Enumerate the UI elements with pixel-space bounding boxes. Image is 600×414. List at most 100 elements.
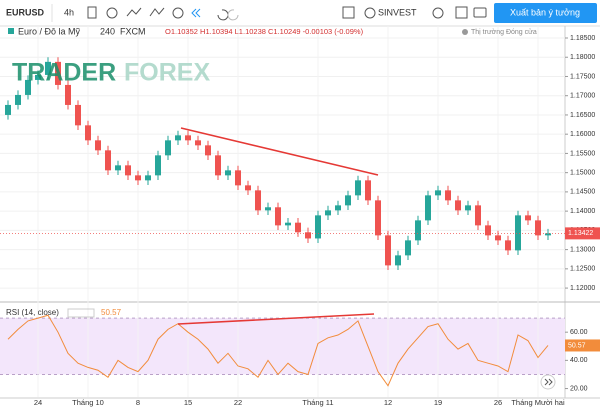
candle-body [125,165,131,176]
candle-body [275,207,281,226]
candle-body [475,205,481,226]
watermark: FOREX [124,59,210,87]
candle-body [485,225,491,236]
candle-body [165,140,171,156]
candle-body [305,232,311,239]
interval[interactable]: 4h [64,7,74,17]
trend-line [177,313,375,325]
candle-body [75,104,81,126]
snapshot-icon[interactable] [473,7,487,18]
candle-body [505,240,511,251]
indicator-icon[interactable] [126,7,142,17]
candle-body [55,61,61,85]
y-tick-label: 1.12000 [570,285,595,292]
symbol[interactable]: EURUSD [6,7,45,17]
candle-body [205,145,211,156]
x-tick-label: Tháng Mười hai [511,398,565,407]
candle-body [215,155,221,176]
candle-body [445,190,451,201]
rsi-tick-label: 40.00 [570,357,588,364]
candle-body [195,140,201,146]
trend-lines [177,127,379,325]
candle-body [415,220,421,241]
legend-interval: 240 [100,26,115,36]
x-tick-label: Tháng 11 [302,398,333,407]
replay-icon[interactable] [191,8,201,18]
layout-icon[interactable] [342,6,355,19]
account-icon[interactable] [364,7,376,19]
x-tick-label: 8 [136,398,140,407]
candle-body [105,150,111,171]
scroll-icon [544,378,553,386]
candle-body [495,235,501,241]
legend-name: Euro / Đô la Mỹ [18,26,81,36]
y-tick-label: 1.14500 [570,189,595,196]
y-tick-label: 1.16000 [570,131,595,138]
candle-body [545,233,551,236]
y-tick-label: 1.15500 [570,150,595,157]
candle-body [245,185,251,191]
settings-icon[interactable] [432,7,444,19]
rsi-tick-label: 60.00 [570,329,588,336]
candle-body [235,170,241,186]
watermark: TRADER [12,59,116,87]
candle-body [5,104,11,115]
candle-body [535,220,541,236]
rsi-tick-label: 20.00 [570,385,588,392]
candle-body [145,175,151,181]
candle-body [455,200,461,211]
rsi-last-label: 50.57 [568,342,586,349]
y-tick-label: 1.16500 [570,112,595,119]
candle-body [375,200,381,236]
candle-body [315,215,321,239]
candle-body [425,195,431,221]
candle-body [395,255,401,266]
y-tick-label: 1.18000 [570,54,595,61]
x-tick-label: 22 [234,398,242,407]
rsi-controls[interactable] [67,308,95,318]
candle-body [345,195,351,206]
chart-type-icon[interactable] [87,6,97,19]
candle-body [175,135,181,141]
candle-body [225,170,231,176]
rsi-last-tag [565,339,600,352]
candle-body [155,155,161,176]
last-price-label: 1.13422 [568,230,593,237]
y-tick-label: 1.14000 [570,208,595,215]
candle-body [45,61,51,75]
undo-icon[interactable] [217,9,229,21]
fullscreen-icon[interactable] [455,6,468,19]
last-price-tag [565,227,600,240]
alert-icon[interactable] [172,7,184,19]
rsi-label: RSI (14, close) [6,308,59,317]
y-tick-label: 1.17500 [570,73,595,80]
y-tick-label: 1.18500 [570,35,595,42]
candle-body [385,235,391,266]
redo-icon[interactable] [227,9,239,21]
x-tick-label: Tháng 10 [72,398,104,407]
account[interactable]: SINVEST [378,7,417,17]
rsi-line [7,314,549,387]
candle-body [135,175,141,181]
publish-label[interactable]: Xuất bản ý tưởng [510,7,580,17]
legend-marker [8,28,14,34]
candle-body [335,205,341,211]
candle-body [255,190,261,211]
compare-icon[interactable] [106,7,118,19]
y-tick-label: 1.15000 [570,170,595,177]
candle-body [525,215,531,221]
candle-body [515,215,521,251]
candle-body [35,74,41,80]
candle-body [25,79,31,95]
candle-body [95,140,101,151]
publish-button[interactable] [494,3,597,23]
candle-body [405,240,411,256]
candle-body [355,180,361,196]
y-tick-label: 1.13000 [570,246,595,253]
legend-ohlc: O1.10352 H1.10394 L1.10238 C1.10249 -0.0… [165,27,364,36]
candle-body [285,222,291,226]
candle-body [15,94,21,105]
template-icon[interactable] [149,7,165,17]
market-status: Thị trường Đóng cửa [471,28,537,36]
